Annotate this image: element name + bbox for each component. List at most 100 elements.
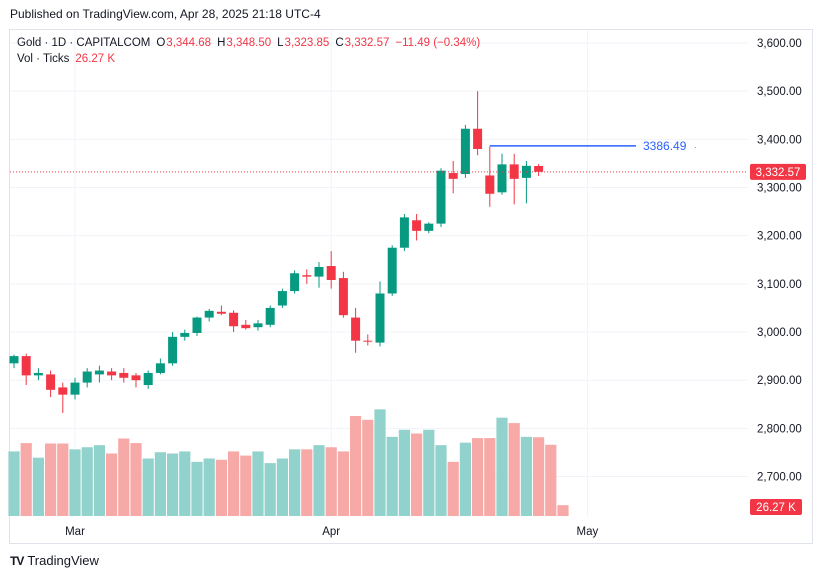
candle-body: [473, 128, 483, 149]
volume-bar: [106, 453, 118, 516]
y-tick-label: 3,300.00: [757, 183, 802, 195]
candle-body: [485, 175, 495, 194]
volume-bar: [45, 443, 57, 516]
volume-bar: [167, 453, 179, 516]
volume-bar: [533, 437, 545, 516]
y-tick-label: 3,200.00: [757, 231, 802, 243]
candle-body: [94, 370, 104, 375]
y-tick-label: 2,800.00: [757, 423, 802, 435]
volume-bar: [423, 429, 435, 516]
volume-bar: [191, 461, 203, 516]
volume-bar: [179, 451, 191, 516]
y-tick-label: 3,600.00: [757, 38, 802, 50]
volume-bar: [374, 409, 386, 516]
last-price-label: 3,332.57: [756, 167, 801, 179]
volume-bar: [8, 451, 20, 516]
volume-bar: [264, 463, 276, 516]
candle-body: [216, 311, 226, 314]
volume-bar: [325, 447, 337, 516]
x-tick-label: Apr: [322, 526, 340, 538]
y-tick-label: 3,100.00: [757, 279, 802, 291]
low-label: L: [277, 37, 284, 49]
candle-body: [290, 273, 300, 292]
volume-bar: [142, 458, 154, 516]
candle-body: [58, 387, 68, 395]
candle-body: [424, 223, 434, 231]
volume-bar: [130, 443, 142, 516]
candle-body: [241, 324, 251, 329]
candle-body: [314, 266, 324, 277]
volume-bar: [228, 451, 240, 516]
high-value: 3,348.50: [226, 37, 272, 49]
volume-bar: [508, 423, 520, 516]
candle-body: [155, 363, 165, 373]
low-value: 3,323.85: [284, 37, 330, 49]
candle-body: [229, 312, 239, 327]
change-value: −11.49 (−0.34%): [395, 37, 481, 49]
volume-bar: [459, 442, 471, 516]
candle-body: [460, 128, 470, 175]
volume-bar: [301, 449, 313, 516]
candle-body: [82, 371, 92, 383]
y-tick-label: 2,700.00: [757, 472, 802, 484]
volume-bar: [411, 433, 423, 516]
volume-bar: [386, 436, 398, 516]
volume-bar: [276, 458, 288, 516]
volume-bar: [447, 461, 459, 516]
volume-bar: [81, 447, 93, 516]
candle-body: [46, 374, 56, 390]
volume-bar: [118, 438, 130, 516]
tradingview-brand: TV TradingView: [10, 553, 99, 568]
volume-bar: [484, 438, 496, 516]
y-tick-label: 3,000.00: [757, 327, 802, 339]
candle-body: [399, 217, 409, 248]
symbol-label: Gold · 1D · CAPITALCOM: [17, 37, 151, 49]
candle-body: [33, 372, 43, 376]
open-value: 3,344.68: [166, 37, 212, 49]
volume-bar: [496, 417, 508, 516]
tradingview-logo-icon: TV: [10, 553, 24, 568]
candle-body: [70, 382, 80, 395]
y-tick-label: 2,900.00: [757, 375, 802, 387]
volume-bar: [557, 505, 569, 516]
alert-label: 3386.49: [643, 139, 687, 153]
volume-bar: [520, 436, 532, 516]
brand-name: TradingView: [27, 553, 99, 568]
volume-bar: [57, 443, 69, 516]
publish-info: Published on TradingView.com, Apr 28, 20…: [10, 7, 321, 21]
last-price-tag: [750, 163, 806, 180]
volume-bar: [69, 449, 81, 516]
x-tick-label: Mar: [65, 526, 85, 538]
candle-body: [168, 336, 178, 364]
candle-body: [9, 356, 19, 364]
candle-body: [277, 291, 287, 306]
y-tick-label: 3,400.00: [757, 134, 802, 146]
candle-body: [412, 220, 422, 231]
candle-body: [448, 173, 458, 179]
volume-bar: [362, 419, 374, 516]
chart-legend: Gold · 1D · CAPITALCOM O 3,344.68 H 3,348.…: [17, 35, 480, 67]
volume-bar: [545, 444, 557, 516]
candle-body: [265, 307, 275, 325]
chart-frame: [9, 29, 813, 544]
high-label: H: [217, 37, 226, 49]
volume-bar: [350, 416, 362, 516]
candle-body: [143, 372, 153, 386]
candle-body: [363, 340, 373, 342]
candle-body: [436, 170, 446, 224]
candle-body: [302, 275, 312, 277]
volume-bar: [203, 458, 215, 516]
volume-tag-label: 26.27 K: [756, 502, 796, 514]
volume-bar: [252, 451, 264, 516]
open-label: O: [156, 37, 166, 49]
candle-body: [497, 164, 507, 193]
volume-bar: [93, 445, 105, 516]
volume-tag: [750, 499, 802, 515]
alert-dot: ·: [694, 143, 697, 152]
candle-body: [107, 371, 117, 376]
candle-body: [180, 332, 190, 337]
volume-bar: [398, 429, 410, 516]
candle-body: [204, 310, 214, 318]
volume-bar: [20, 443, 32, 516]
